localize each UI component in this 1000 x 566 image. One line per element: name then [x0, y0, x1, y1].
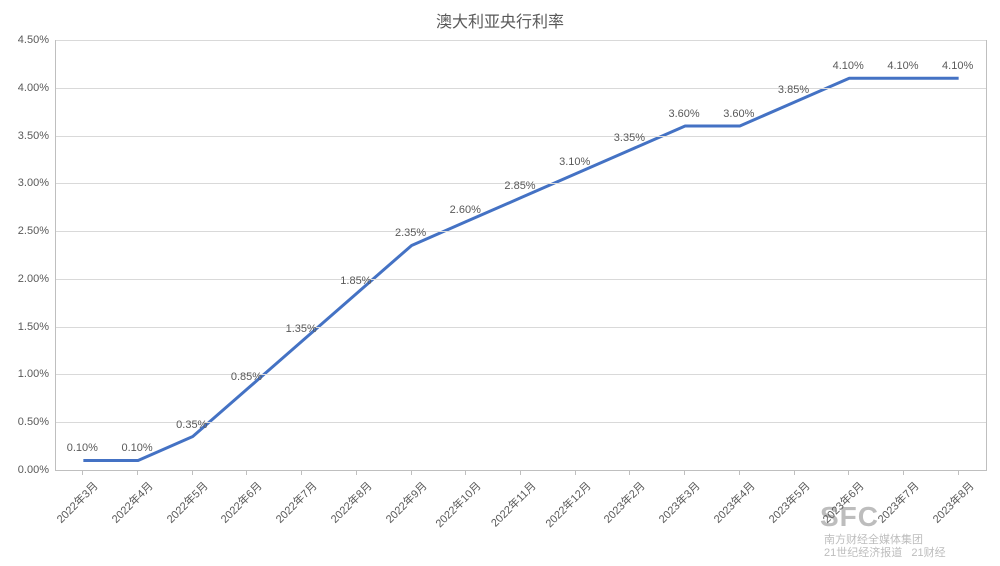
x-tick-mark	[794, 470, 795, 475]
data-label: 3.10%	[559, 156, 590, 168]
y-tick-label: 2.00%	[0, 273, 49, 285]
y-tick-label: 1.00%	[0, 368, 49, 380]
x-tick-mark	[903, 470, 904, 475]
x-tick-mark	[958, 470, 959, 475]
y-tick-label: 3.00%	[0, 177, 49, 189]
data-label: 0.10%	[67, 442, 98, 454]
x-tick-mark	[739, 470, 740, 475]
data-label: 1.35%	[286, 323, 317, 335]
x-tick-mark	[246, 470, 247, 475]
data-label: 0.85%	[231, 371, 262, 383]
data-label: 3.60%	[723, 108, 754, 120]
data-label: 3.60%	[669, 108, 700, 120]
y-tick-label: 4.00%	[0, 82, 49, 94]
x-tick-mark	[82, 470, 83, 475]
gridline	[56, 327, 986, 328]
data-label: 1.85%	[340, 275, 371, 287]
y-tick-label: 0.50%	[0, 416, 49, 428]
data-label: 0.10%	[121, 442, 152, 454]
data-label: 4.10%	[887, 60, 918, 72]
data-label: 0.35%	[176, 419, 207, 431]
line-chart-svg	[56, 40, 986, 470]
x-tick-mark	[575, 470, 576, 475]
x-tick-mark	[192, 470, 193, 475]
x-tick-mark	[137, 470, 138, 475]
x-tick-mark	[356, 470, 357, 475]
y-tick-label: 0.00%	[0, 464, 49, 476]
data-label: 2.35%	[395, 227, 426, 239]
x-tick-mark	[520, 470, 521, 475]
x-tick-mark	[684, 470, 685, 475]
x-tick-mark	[301, 470, 302, 475]
gridline	[56, 231, 986, 232]
data-label: 4.10%	[942, 60, 973, 72]
data-label: 2.85%	[504, 180, 535, 192]
gridline	[56, 88, 986, 89]
y-tick-label: 4.50%	[0, 34, 49, 46]
plot-area	[55, 40, 987, 471]
gridline	[56, 136, 986, 137]
chart-container: 澳大利亚央行利率 SFC 南方财经全媒体集团 21世纪经济报道 21财经 0.0…	[0, 0, 1000, 566]
x-tick-mark	[411, 470, 412, 475]
watermark-line2a: 21世纪经济报道	[824, 547, 902, 559]
x-tick-mark	[465, 470, 466, 475]
data-label: 2.60%	[450, 204, 481, 216]
gridline	[56, 374, 986, 375]
gridline	[56, 40, 986, 41]
x-tick-mark	[629, 470, 630, 475]
gridline	[56, 279, 986, 280]
y-tick-label: 3.50%	[0, 130, 49, 142]
x-tick-mark	[848, 470, 849, 475]
y-tick-label: 1.50%	[0, 321, 49, 333]
watermark-line2b: 21财经	[911, 547, 945, 559]
chart-title: 澳大利亚央行利率	[0, 8, 1000, 32]
data-label: 3.35%	[614, 132, 645, 144]
y-tick-label: 2.50%	[0, 225, 49, 237]
data-label: 4.10%	[833, 60, 864, 72]
data-label: 3.85%	[778, 84, 809, 96]
